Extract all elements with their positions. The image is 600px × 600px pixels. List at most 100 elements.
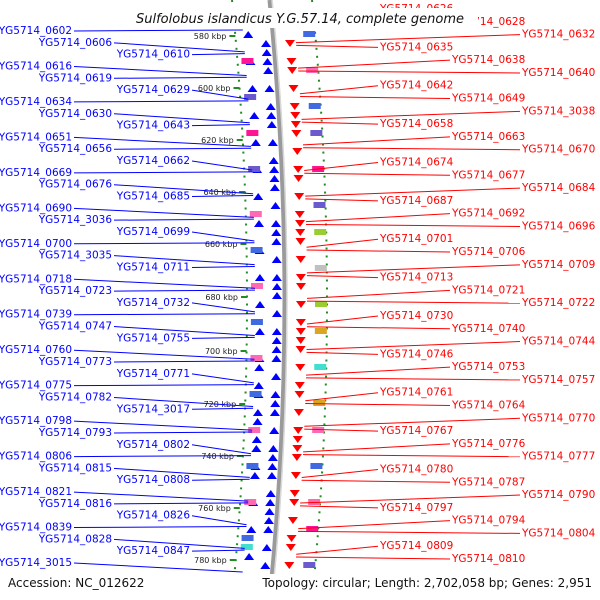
gene-label-reverse: YG5714_0732	[116, 297, 190, 309]
feature-block	[250, 319, 263, 325]
gene-label-reverse: YG5714_0839	[0, 522, 72, 534]
leader-line	[298, 520, 451, 530]
gene-label-reverse: YG5714_0662	[116, 155, 190, 167]
gene-label-forward: YG5714_0764	[451, 400, 526, 412]
reverse-gene-arrow	[264, 85, 275, 92]
leader-line	[300, 96, 451, 100]
reverse-gene-arrow	[270, 400, 281, 407]
gene-label-reverse: YG5714_3035	[38, 250, 112, 262]
leader-line	[113, 184, 254, 195]
forward-gene-arrow	[293, 166, 304, 173]
gene-label-forward: YG5714_0753	[451, 361, 525, 373]
gene-label-forward: YG5714_0687	[379, 195, 453, 207]
reverse-gene-arrow	[266, 472, 277, 479]
leader-line	[306, 264, 521, 274]
gene-label-forward: YG5714_0797	[379, 502, 453, 514]
reverse-gene-arrow	[271, 256, 282, 263]
gene-label-forward: YG5714_0696	[521, 220, 596, 232]
feature-block	[306, 526, 319, 532]
gene-label-forward: YG5714_0740	[451, 323, 525, 335]
leader-line	[303, 454, 521, 458]
leader-line	[191, 407, 254, 410]
reverse-gene-arrow	[254, 364, 265, 371]
gene-label-reverse: YG5714_0808	[116, 474, 190, 486]
leader-line	[73, 313, 255, 316]
gene-label-forward: YG5714_0810	[451, 553, 525, 565]
leader-line	[306, 326, 451, 330]
reverse-gene-arrow	[271, 220, 282, 227]
leader-line	[306, 366, 451, 376]
leader-line	[191, 265, 255, 268]
reverse-gene-arrow	[254, 274, 265, 281]
gene-label-forward: YG5714_0677	[451, 169, 525, 181]
reverse-gene-arrow	[271, 355, 282, 362]
gene-label-forward: YG5714_0638	[451, 54, 525, 66]
scale-tick-label: 660 kbp	[205, 240, 238, 249]
gene-label-forward: YG5714_0658	[379, 118, 453, 130]
leader-line	[191, 302, 256, 313]
scale-tick-label: 740 kbp	[201, 452, 234, 461]
leader-line	[301, 468, 379, 478]
reverse-gene-arrow	[265, 103, 276, 110]
leader-line	[73, 562, 243, 573]
leader-line	[113, 538, 245, 549]
gene-label-reverse: YG5714_0629	[116, 84, 190, 96]
leader-line	[113, 431, 253, 434]
leader-line	[191, 231, 255, 242]
forward-gene-arrow	[293, 175, 304, 182]
gene-label-reverse: YG5714_0685	[116, 191, 190, 203]
leader-line	[191, 89, 249, 100]
scale-ring-outer	[311, 0, 328, 600]
leader-line	[304, 428, 379, 432]
leader-line	[113, 76, 247, 79]
scale-tick-label: 780 kbp	[194, 556, 227, 565]
forward-gene-arrow	[295, 274, 306, 281]
leader-line	[73, 242, 255, 245]
gene-label-forward: YG5714_0649	[451, 93, 525, 105]
reverse-gene-arrow	[260, 562, 271, 569]
gene-label-reverse: YG5714_0773	[38, 356, 112, 368]
reverse-gene-arrow	[269, 184, 280, 191]
feature-block	[249, 211, 262, 217]
leader-line	[113, 113, 250, 124]
reverse-gene-arrow	[265, 499, 276, 506]
gene-label-reverse: YG5714_0826	[116, 510, 191, 522]
reverse-gene-arrow	[261, 49, 272, 56]
leader-line	[191, 195, 254, 198]
gene-label-reverse: YG5714_0828	[38, 533, 112, 545]
gene-label-reverse: YG5714_0610	[116, 49, 190, 61]
leader-line	[305, 187, 521, 197]
feature-block	[246, 130, 259, 136]
leader-line	[306, 289, 451, 299]
gene-label-forward: YG5714_0663	[451, 131, 525, 143]
leader-line	[305, 198, 379, 202]
reverse-gene-arrow	[246, 526, 257, 533]
forward-gene-arrow	[290, 121, 301, 128]
gene-label-forward: YG5714_0746	[379, 348, 454, 360]
leader-line	[298, 530, 521, 534]
forward-gene-arrow	[286, 58, 297, 65]
reverse-gene-arrow	[271, 373, 282, 380]
feature-block	[240, 544, 253, 550]
forward-gene-arrow	[295, 283, 306, 290]
leader-line	[306, 351, 379, 355]
gene-label-reverse: YG5714_0806	[0, 451, 72, 463]
scale-tick-label: 700 kbp	[205, 347, 238, 356]
leader-line	[302, 136, 451, 146]
gene-label-reverse: YG5714_0723	[38, 285, 112, 297]
leader-line	[73, 455, 251, 458]
reverse-gene-arrow	[251, 436, 262, 443]
reverse-gene-arrow	[269, 409, 280, 416]
feature-block	[314, 328, 327, 334]
scale-ticks: 580 kbp 600 kbp 620 kbp 640 kbp 660 kbp 680 k…	[194, 32, 247, 565]
gene-label-forward: YG5714_0706	[451, 246, 526, 258]
reverse-gene-arrow	[269, 427, 280, 434]
leader-line	[73, 136, 252, 147]
feature-block	[313, 202, 326, 208]
leader-line	[113, 255, 255, 266]
gene-label-forward: YG5714_0722	[521, 297, 595, 309]
reverse-gene-arrow	[271, 283, 282, 290]
forward-gene-arrow	[292, 148, 303, 155]
